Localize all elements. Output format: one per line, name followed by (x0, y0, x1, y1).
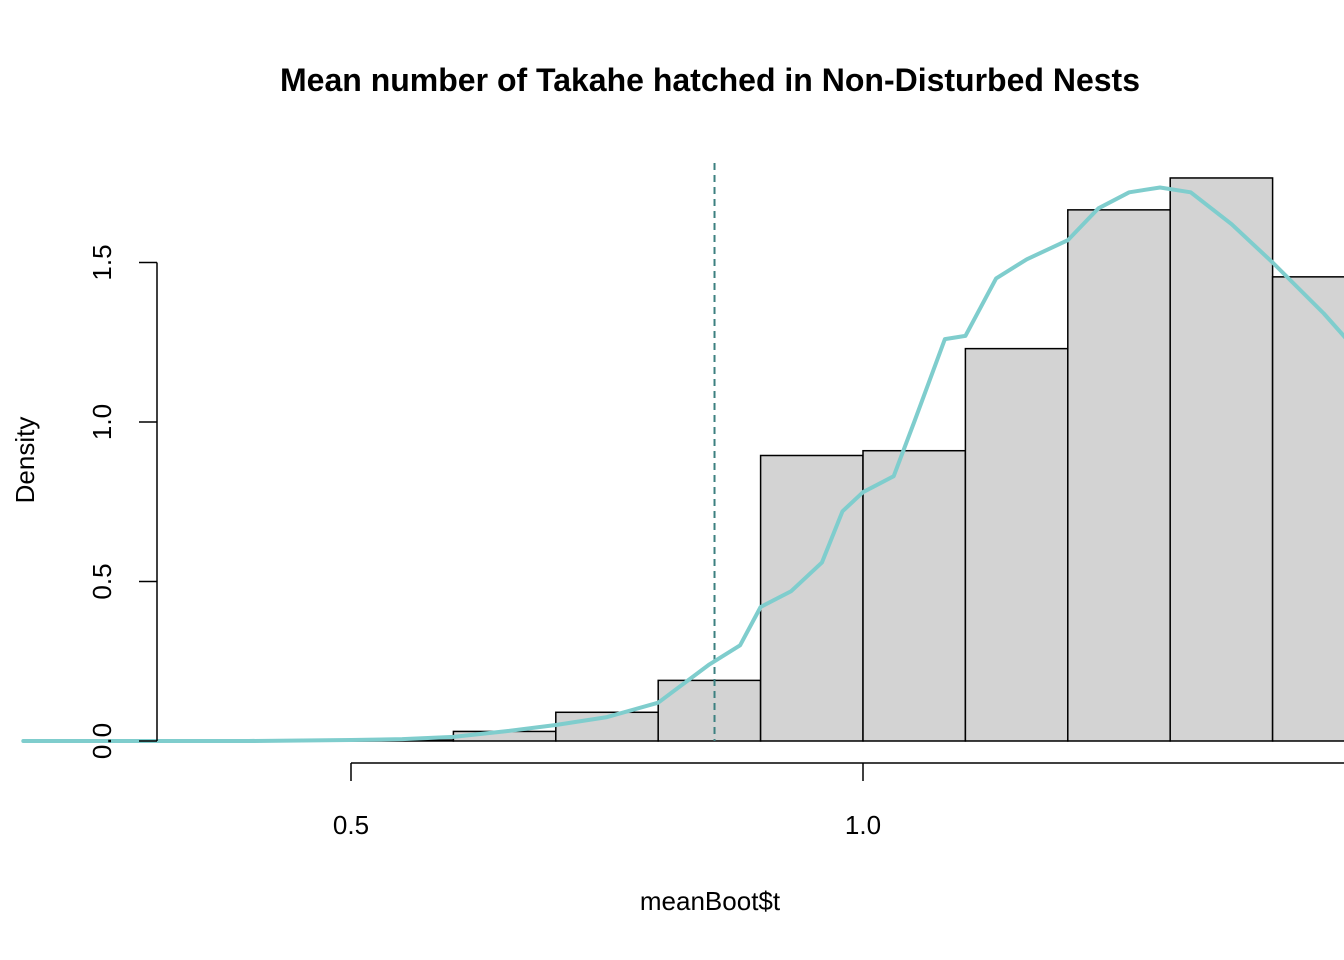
density-curve (21, 185, 1344, 743)
histogram-bars (350, 177, 1344, 742)
x-axis-label: meanBoot$t (640, 886, 781, 916)
y-tick-label-2: 1.0 (87, 404, 117, 440)
y-axis-label: Density (10, 417, 40, 504)
chart-title: Mean number of Takahe hatched in Non-Dis… (280, 62, 1140, 98)
histogram-bar-6 (964, 347, 1069, 742)
x-tick-label-1: 1.0 (845, 810, 881, 840)
y-tick-label-1: 0.5 (87, 563, 117, 599)
histogram-bar-5 (862, 449, 967, 742)
x-axis: 0.51.01.52.0 (333, 762, 1344, 840)
histogram-bar-7 (1067, 209, 1171, 742)
density-curve-group (21, 185, 1344, 743)
x-tick-label-0: 0.5 (333, 810, 369, 840)
y-axis: 0.0 0.5 1.0 1.5 (87, 244, 158, 759)
y-tick-label-3: 1.5 (87, 244, 117, 280)
confidence-interval-lines (713, 163, 716, 741)
histogram-bar-9 (1271, 276, 1344, 742)
histogram-bar-8 (1169, 177, 1274, 742)
y-tick-label-0: 0.0 (87, 723, 117, 759)
